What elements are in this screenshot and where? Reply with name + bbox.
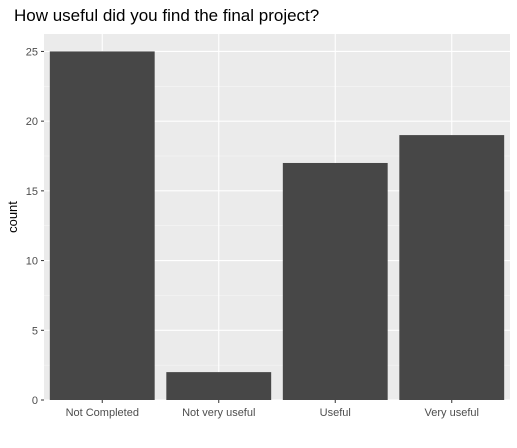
bar-useful xyxy=(282,162,388,400)
x-axis: Not Completed Not very useful Useful Very u… xyxy=(66,400,479,419)
x-tick-label: Not very useful xyxy=(182,407,255,419)
y-tick-label: 5 xyxy=(32,325,38,337)
y-tick-label: 10 xyxy=(26,256,38,268)
x-tick-label: Very useful xyxy=(425,407,479,419)
y-axis-title: count xyxy=(5,201,20,233)
y-tick-label: 15 xyxy=(26,186,38,198)
bar-very-useful xyxy=(399,135,505,401)
y-axis: 0 5 10 15 20 25 xyxy=(26,46,44,407)
y-tick-label: 20 xyxy=(26,116,38,128)
chart-title: How useful did you find the final projec… xyxy=(14,6,319,25)
x-tick-label: Not Completed xyxy=(66,407,139,419)
bar-not-very-useful xyxy=(166,372,272,400)
y-tick-label: 0 xyxy=(32,395,38,407)
bar-not-completed xyxy=(49,51,155,401)
bars xyxy=(49,51,505,401)
x-tick-label: Useful xyxy=(320,407,351,419)
y-tick-label: 25 xyxy=(26,46,38,58)
